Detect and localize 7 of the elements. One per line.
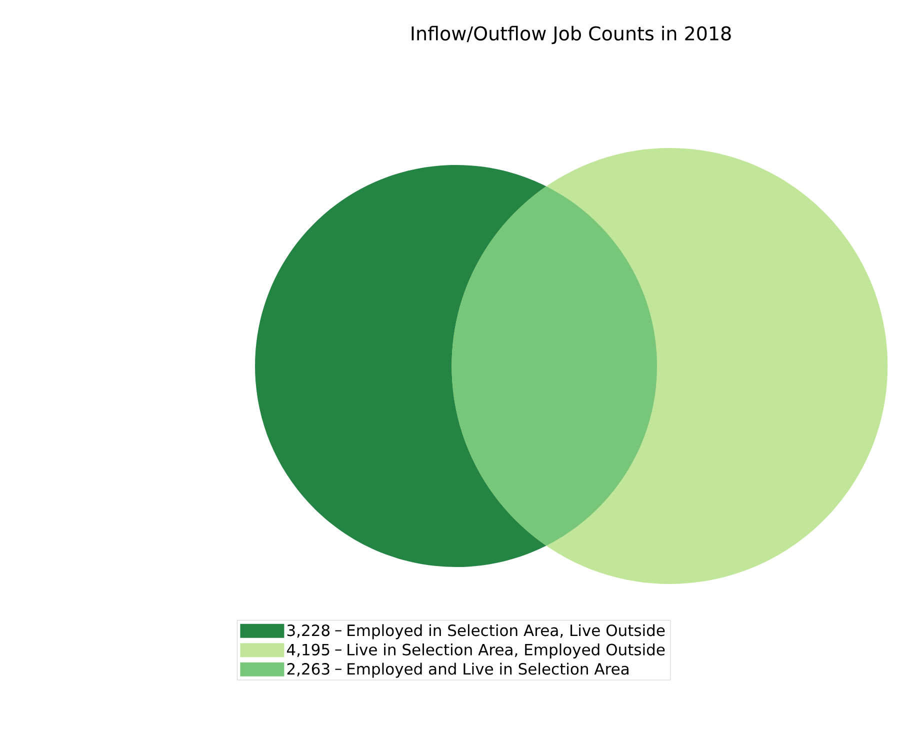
data-label: 4,195 (286, 644, 330, 658)
text: Inflow/Outflow Job Counts in 2018 (412, 26, 731, 44)
category-label: Live in Selection Area, Employed Outside (348, 643, 665, 658)
category-label: Employed in Selection Area, Live Outside (348, 624, 665, 640)
data-label: 3,228 (287, 624, 330, 638)
data-label: 2,263 (287, 663, 330, 676)
category-label: Employed and Live in Selection Area (348, 662, 628, 678)
